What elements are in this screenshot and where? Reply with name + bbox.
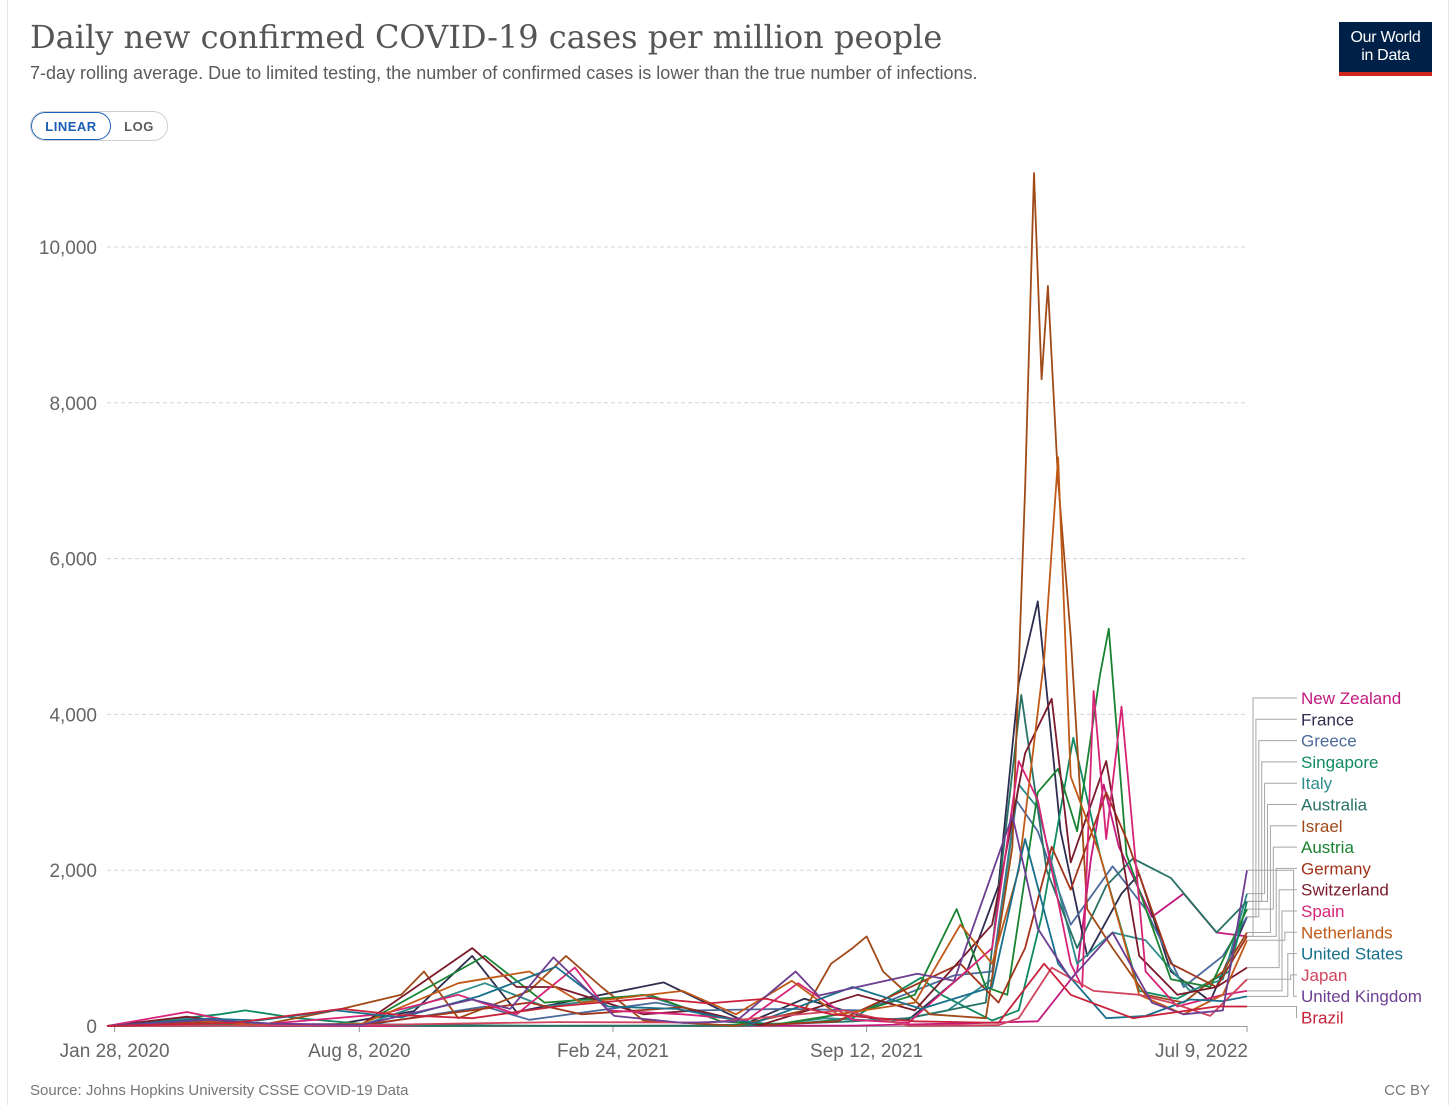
y-tick-label: 6,000 xyxy=(49,550,97,571)
series-line-israel[interactable] xyxy=(106,172,1248,1027)
x-tick-label: Jan 28, 2020 xyxy=(60,1041,170,1062)
chart-subtitle: 7-day rolling average. Due to limited te… xyxy=(30,63,978,83)
legend-label-united-states[interactable]: United States xyxy=(1301,945,1403,964)
legend-label-germany[interactable]: Germany xyxy=(1301,859,1371,878)
legend-label-spain[interactable]: Spain xyxy=(1301,902,1344,921)
legend-label-australia[interactable]: Australia xyxy=(1301,796,1368,815)
legend-label-france[interactable]: France xyxy=(1301,710,1354,729)
logo-line-2: in Data xyxy=(1361,47,1410,64)
legend-connector xyxy=(1247,869,1297,997)
legend-connector xyxy=(1247,974,1297,980)
log-scale-button[interactable]: LOG xyxy=(124,118,154,134)
legend-label-brazil[interactable]: Brazil xyxy=(1301,1009,1344,1028)
legend-label-austria[interactable]: Austria xyxy=(1301,838,1354,857)
series-line-united-kingdom[interactable] xyxy=(106,814,1248,1027)
legend-connector xyxy=(1247,910,1297,992)
legend-label-netherlands[interactable]: Netherlands xyxy=(1301,923,1393,942)
series-lines xyxy=(106,172,1248,1027)
legend-label-new-zealand[interactable]: New Zealand xyxy=(1301,689,1401,708)
license-link[interactable]: CC BY xyxy=(1384,1082,1430,1099)
legend-connector xyxy=(1247,953,1297,997)
legend-connector xyxy=(1247,1006,1297,1018)
series-line-united-states[interactable] xyxy=(106,838,1248,1027)
legend-connector xyxy=(1247,846,1297,910)
series-line-brazil[interactable] xyxy=(106,962,1247,1027)
x-axis: Jan 28, 2020 Aug 8, 2020 Feb 24, 2021 Sep 1… xyxy=(60,1026,1248,1062)
x-tick-label: Jul 9, 2022 xyxy=(1155,1041,1248,1062)
legend-connector xyxy=(1247,931,1297,941)
logo-text: Our World in Data xyxy=(1351,29,1421,65)
series-line-netherlands[interactable] xyxy=(106,456,1248,1027)
legend-connector xyxy=(1247,697,1297,937)
series-line-spain[interactable] xyxy=(106,690,1248,1027)
legend-label-switzerland[interactable]: Switzerland xyxy=(1301,881,1389,900)
grid-lines xyxy=(107,246,1247,871)
series-line-switzerland[interactable] xyxy=(106,697,1248,1027)
legend-label-singapore[interactable]: Singapore xyxy=(1301,753,1379,772)
chart-frame xyxy=(7,0,1449,1105)
x-tick-label: Feb 24, 2021 xyxy=(557,1041,669,1062)
legend-label-japan[interactable]: Japan xyxy=(1301,966,1347,985)
y-tick-label: 10,000 xyxy=(39,238,97,259)
y-tick-label: 8,000 xyxy=(49,394,97,415)
legend-connector xyxy=(1247,782,1297,895)
source-note[interactable]: Source: Johns Hopkins University CSSE CO… xyxy=(30,1082,409,1099)
legend-connector xyxy=(1247,867,1297,937)
owid-logo[interactable]: Our World in Data xyxy=(1339,22,1432,76)
legend-connector xyxy=(1247,740,1297,918)
y-axis: 0 2,000 4,000 6,000 8,000 10,000 xyxy=(39,238,97,1038)
x-tick-label: Aug 8, 2020 xyxy=(308,1041,410,1062)
chart-title: Daily new confirmed COVID-19 cases per m… xyxy=(30,18,943,56)
x-tick-label: Sep 12, 2021 xyxy=(810,1041,923,1062)
legend-label-israel[interactable]: Israel xyxy=(1301,817,1343,836)
scale-toggle: LINEAR LOG xyxy=(30,111,168,141)
legend: New Zealand France Greece Singapore Italy Aus… xyxy=(1247,689,1422,1028)
legend-connector xyxy=(1247,889,1297,969)
y-tick-label: 0 xyxy=(86,1017,97,1038)
series-line-austria[interactable] xyxy=(106,627,1248,1027)
y-tick-label: 2,000 xyxy=(49,861,97,882)
y-tick-label: 4,000 xyxy=(49,705,97,726)
legend-label-united-kingdom[interactable]: United Kingdom xyxy=(1301,987,1422,1006)
legend-label-greece[interactable]: Greece xyxy=(1301,732,1357,751)
legend-connector xyxy=(1247,825,1297,933)
legend-connector xyxy=(1247,804,1297,902)
series-line-australia[interactable] xyxy=(106,694,1248,1027)
legend-label-italy[interactable]: Italy xyxy=(1301,774,1333,793)
legend-connector xyxy=(1247,718,1297,918)
linear-scale-button[interactable]: LINEAR xyxy=(31,112,111,140)
logo-line-1: Our World xyxy=(1350,29,1421,46)
series-line-japan[interactable] xyxy=(106,966,1248,1027)
